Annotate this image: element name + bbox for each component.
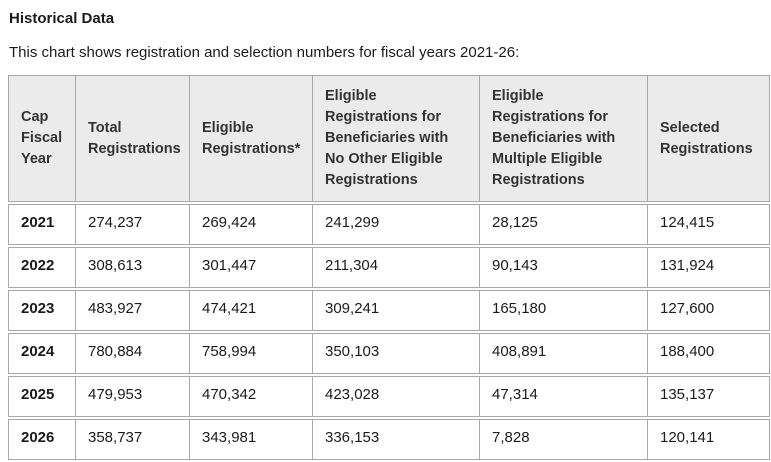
cell-eligible-multiple: 408,891	[480, 333, 648, 375]
col-header-cap-fiscal-year: Cap Fiscal Year	[8, 75, 76, 203]
cell-eligible-no-other: 423,028	[313, 376, 480, 418]
cell-fiscal-year: 2024	[8, 333, 76, 375]
cell-eligible-registrations: 470,342	[190, 376, 313, 418]
cell-fiscal-year: 2021	[8, 204, 76, 246]
page-title: Historical Data	[9, 10, 115, 27]
cell-fiscal-year: 2023	[8, 290, 76, 332]
col-header-eligible-no-other: Eligible Registrations for Beneficiaries…	[313, 75, 480, 203]
cell-eligible-multiple: 7,828	[480, 419, 648, 461]
cell-selected-registrations: 127,600	[648, 290, 770, 332]
cell-total-registrations: 274,237	[76, 204, 190, 246]
cell-total-registrations: 358,737	[76, 419, 190, 461]
cell-fiscal-year: 2022	[8, 247, 76, 289]
cell-eligible-multiple: 165,180	[480, 290, 648, 332]
cell-total-registrations: 483,927	[76, 290, 190, 332]
cell-eligible-no-other: 336,153	[313, 419, 480, 461]
cell-eligible-no-other: 350,103	[313, 333, 480, 375]
cell-fiscal-year: 2025	[8, 376, 76, 418]
cell-eligible-multiple: 90,143	[480, 247, 648, 289]
header-row: Cap Fiscal Year Total Registrations Elig…	[8, 75, 770, 203]
cell-eligible-registrations: 758,994	[190, 333, 313, 375]
cell-selected-registrations: 124,415	[648, 204, 770, 246]
cell-eligible-multiple: 28,125	[480, 204, 648, 246]
table-row-2026: 2026 358,737 343,981 336,153 7,828 120,1…	[8, 419, 770, 461]
table-row-2024: 2024 780,884 758,994 350,103 408,891 188…	[8, 333, 770, 375]
col-header-total-registrations: Total Registrations	[76, 75, 190, 203]
cell-selected-registrations: 120,141	[648, 419, 770, 461]
cell-total-registrations: 308,613	[76, 247, 190, 289]
table-row-2022: 2022 308,613 301,447 211,304 90,143 131,…	[8, 247, 770, 289]
cell-selected-registrations: 131,924	[648, 247, 770, 289]
col-header-selected-registrations: Selected Registrations	[648, 75, 770, 203]
cell-total-registrations: 479,953	[76, 376, 190, 418]
cell-total-registrations: 780,884	[76, 333, 190, 375]
cell-eligible-multiple: 47,314	[480, 376, 648, 418]
cell-eligible-registrations: 269,424	[190, 204, 313, 246]
cell-eligible-registrations: 474,421	[190, 290, 313, 332]
table-row-2025: 2025 479,953 470,342 423,028 47,314 135,…	[8, 376, 770, 418]
cell-eligible-no-other: 309,241	[313, 290, 480, 332]
historical-data-table: Cap Fiscal Year Total Registrations Elig…	[8, 73, 770, 462]
table-row-2021: 2021 274,237 269,424 241,299 28,125 124,…	[8, 204, 770, 246]
cell-fiscal-year: 2026	[8, 419, 76, 461]
cell-eligible-registrations: 301,447	[190, 247, 313, 289]
cell-selected-registrations: 188,400	[648, 333, 770, 375]
intro-text: This chart shows registration and select…	[9, 44, 520, 61]
cell-eligible-no-other: 211,304	[313, 247, 480, 289]
cell-selected-registrations: 135,137	[648, 376, 770, 418]
col-header-eligible-multiple: Eligible Registrations for Beneficiaries…	[480, 75, 648, 203]
cell-eligible-registrations: 343,981	[190, 419, 313, 461]
cell-eligible-no-other: 241,299	[313, 204, 480, 246]
table-row-2023: 2023 483,927 474,421 309,241 165,180 127…	[8, 290, 770, 332]
col-header-eligible-registrations: Eligible Registrations*	[190, 75, 313, 203]
